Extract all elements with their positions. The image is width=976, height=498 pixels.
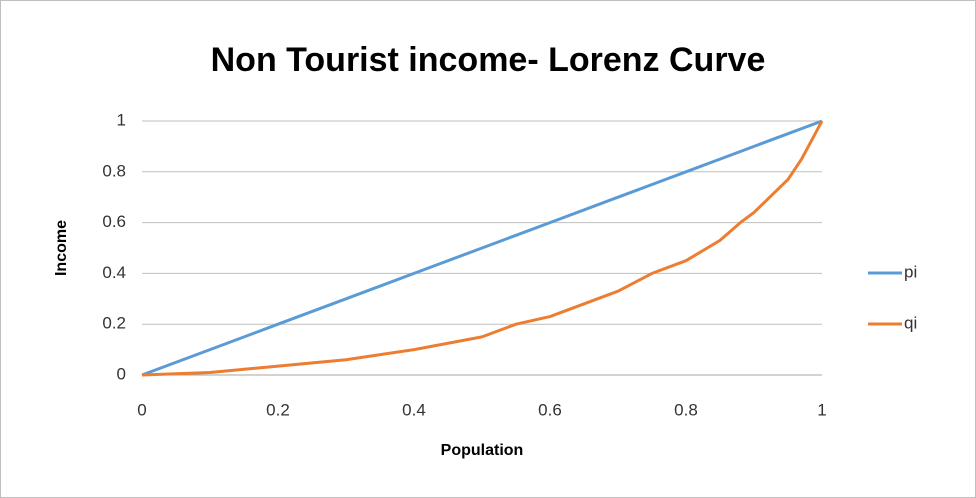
x-axis-title: Population bbox=[441, 442, 524, 459]
y-axis-title: Income bbox=[53, 220, 70, 276]
legend-label: qi bbox=[904, 313, 917, 332]
series-line bbox=[141, 120, 824, 377]
y-tick-label: 0 bbox=[117, 364, 126, 383]
x-tick-label: 0.4 bbox=[402, 400, 426, 419]
x-tick-label: 1 bbox=[817, 400, 826, 419]
y-tick-label: 0.4 bbox=[102, 263, 126, 282]
x-tick-label: 0.6 bbox=[538, 400, 562, 419]
legend-label: pi bbox=[904, 262, 917, 281]
chart-title: Non Tourist income- Lorenz Curve bbox=[211, 41, 766, 79]
series-line bbox=[141, 119, 823, 377]
y-tick-label: 0.6 bbox=[102, 212, 126, 231]
x-tick-label: 0 bbox=[137, 400, 146, 419]
y-tick-label: 0.2 bbox=[102, 314, 126, 333]
x-tick-label: 0.8 bbox=[674, 400, 698, 419]
y-tick-label: 0.8 bbox=[102, 161, 126, 180]
y-tick-label: 1 bbox=[117, 110, 126, 129]
x-tick-label: 0.2 bbox=[266, 400, 290, 419]
